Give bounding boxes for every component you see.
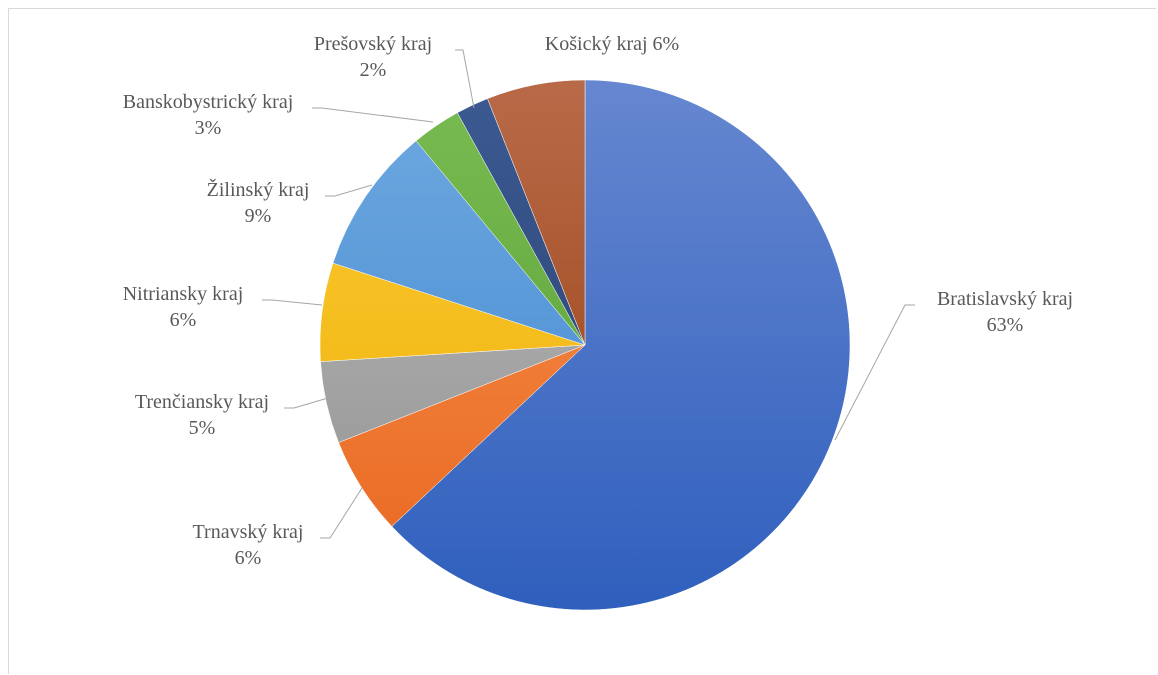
slice-label-name-5: Banskobystrický kraj [123, 91, 294, 113]
slice-label-6: Prešovský kraj 2% [314, 33, 432, 81]
slice-label-3: Nitriansky kraj 6% [123, 283, 244, 331]
pie-slice-0 [391, 79, 851, 611]
leader-line-6 [455, 49, 475, 109]
slice-label-value-7: 6% [653, 33, 680, 55]
leader-line-0 [834, 304, 915, 441]
slice-label-name-2: Trenčiansky kraj [135, 391, 269, 413]
leader-line-5 [312, 107, 434, 123]
leader-line-1 [320, 487, 363, 539]
slice-label-5: Banskobystrický kraj 3% [123, 91, 294, 139]
pie-slice-4 [332, 140, 586, 346]
slice-label-0: Bratislavský kraj 63% [937, 288, 1073, 336]
slice-label-name-1: Trnavský kraj [193, 521, 304, 543]
slice-label-value-2: 5% [189, 417, 216, 439]
leader-line-2 [284, 397, 329, 409]
slice-label-2: Trenčiansky kraj 5% [135, 391, 269, 439]
slice-labels: Bratislavský kraj 63% Trnavský kraj 6% Trenč… [123, 33, 1073, 569]
slice-label-value-6: 2% [360, 59, 387, 81]
slice-label-name-4: Žilinský kraj [207, 178, 310, 201]
slice-label-1: Trnavský kraj 6% [193, 521, 304, 569]
leader-line-4 [325, 184, 373, 197]
slice-label-name-7: Košický kraj [545, 33, 653, 55]
slice-label-value-1: 6% [235, 547, 262, 569]
slice-label-value-5: 3% [195, 117, 222, 139]
slice-label-name-6: Prešovský kraj [314, 33, 432, 55]
pie-slice-7 [487, 79, 586, 346]
slice-label-value-3: 6% [170, 309, 197, 331]
slice-label-4: Žilinský kraj 9% [207, 178, 310, 227]
leader-lines [262, 49, 915, 539]
slice-label-7: Košický kraj 6% [545, 33, 679, 55]
slice-label-value-0: 63% [987, 314, 1024, 336]
leader-line-3 [262, 299, 323, 306]
slice-label-value-4: 9% [245, 205, 272, 227]
slice-label-name-0: Bratislavský kraj [937, 288, 1073, 310]
pie-slices [319, 79, 851, 611]
slice-label-name-3: Nitriansky kraj [123, 283, 244, 305]
